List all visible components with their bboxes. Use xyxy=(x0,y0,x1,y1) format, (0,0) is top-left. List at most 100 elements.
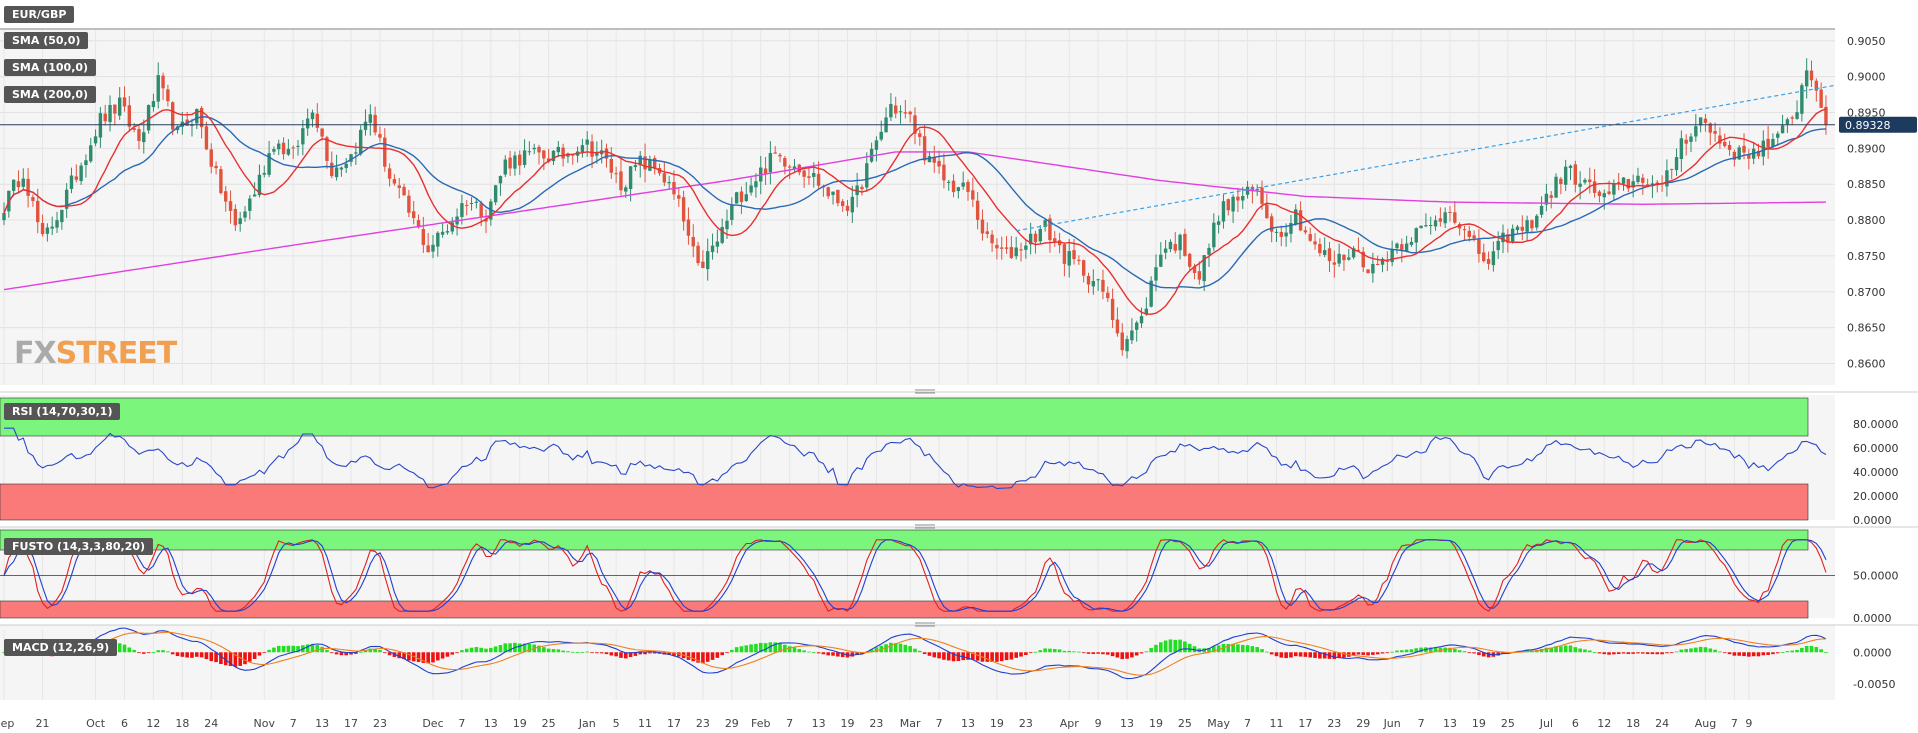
macd-bar xyxy=(137,652,141,654)
macd-bar xyxy=(821,652,826,655)
macd-bar xyxy=(850,652,855,657)
macd-label[interactable]: MACD (12,26,9) xyxy=(4,639,118,656)
macd-bar xyxy=(893,643,898,653)
candle-body xyxy=(358,129,363,155)
macd-bar xyxy=(325,649,329,653)
candle-body xyxy=(257,174,262,196)
macd-bar xyxy=(1385,652,1390,654)
candle-body xyxy=(1443,212,1447,224)
macd-bar xyxy=(1337,652,1341,659)
macd-bar xyxy=(725,652,729,654)
sma50-label[interactable]: SMA (50,0) xyxy=(4,32,89,49)
macd-bar xyxy=(797,648,802,653)
price-tick-label: 0.8700 xyxy=(1847,286,1886,299)
macd-bar xyxy=(1554,646,1558,653)
candle-body xyxy=(60,209,64,223)
macd-bar xyxy=(185,652,189,658)
candle-body xyxy=(209,149,213,167)
macd-bar xyxy=(1414,648,1419,653)
candle-body xyxy=(1188,253,1192,267)
sma200-label[interactable]: SMA (200,0) xyxy=(4,86,97,103)
candle-body xyxy=(11,179,16,191)
candle-body xyxy=(445,231,450,233)
candle-body xyxy=(624,187,628,192)
x-tick-label: 23 xyxy=(1327,717,1341,730)
candle-body xyxy=(518,154,522,166)
candle-body xyxy=(633,165,638,168)
candle-body xyxy=(1462,229,1467,231)
x-tick-label: 7 xyxy=(786,717,793,730)
macd-bar xyxy=(1154,644,1158,653)
macd-bar xyxy=(1592,652,1597,653)
macd-bar xyxy=(195,652,199,657)
macd-bar xyxy=(619,652,623,658)
candle-body xyxy=(1742,145,1746,153)
candle-body xyxy=(1135,322,1139,330)
rsi-line xyxy=(4,427,1827,490)
macd-bar xyxy=(320,646,324,653)
candle-body xyxy=(1698,117,1703,126)
x-tick-label: 9 xyxy=(1745,717,1752,730)
macd-bar xyxy=(860,652,864,655)
macd-bar xyxy=(609,652,614,656)
macd-bar xyxy=(199,652,204,658)
candle-body xyxy=(1597,191,1602,196)
macd-bar xyxy=(156,650,161,653)
candle-body xyxy=(1178,234,1182,251)
macd-bar xyxy=(1303,652,1308,657)
candle-body xyxy=(103,113,107,122)
candle-body xyxy=(436,232,440,247)
macd-bar xyxy=(1713,649,1717,653)
x-tick-label: Jul xyxy=(1539,717,1553,730)
sma100-label[interactable]: SMA (100,0) xyxy=(4,59,97,76)
macd-bar xyxy=(354,652,358,654)
price-tick-label: 0.8950 xyxy=(1847,106,1886,119)
macd-bar xyxy=(1240,644,1245,653)
macd-bar xyxy=(1313,652,1317,658)
candle-body xyxy=(45,227,50,234)
candle-body xyxy=(412,211,416,219)
macd-bar xyxy=(416,652,421,662)
rsi-label[interactable]: RSI (14,70,30,1) xyxy=(4,403,121,420)
price-tick-label: 0.8900 xyxy=(1847,142,1886,155)
macd-bar xyxy=(378,650,382,653)
macd-bar xyxy=(599,652,604,654)
macd-bar xyxy=(1269,652,1274,655)
macd-bar xyxy=(527,644,532,653)
candle-body xyxy=(1125,339,1129,352)
candle-body xyxy=(40,222,45,235)
macd-bar xyxy=(551,649,556,653)
x-tick-label: 25 xyxy=(1178,717,1192,730)
candle-body xyxy=(325,137,329,161)
candle-body xyxy=(397,185,401,189)
candle-body xyxy=(653,158,657,169)
macd-bar xyxy=(508,643,512,653)
macd-bar xyxy=(1703,647,1708,653)
candle-body xyxy=(310,112,315,120)
candle-body xyxy=(1400,244,1404,250)
candle-body xyxy=(619,171,623,191)
macd-bar xyxy=(460,650,464,653)
candle-body xyxy=(1043,220,1047,227)
macd-bar xyxy=(590,652,594,654)
macd-bar xyxy=(1014,652,1018,658)
macd-bar xyxy=(628,652,633,658)
fxstreet-logo: FXSTREET xyxy=(14,336,177,371)
candle-body xyxy=(551,150,556,162)
macd-bar xyxy=(1737,652,1741,656)
candle-body xyxy=(937,160,941,167)
symbol-label[interactable]: EUR/GBP xyxy=(4,6,75,23)
fusto-label[interactable]: FUSTO (14,3,3,80,20) xyxy=(4,538,154,555)
candle-body xyxy=(1689,136,1693,142)
macd-bar xyxy=(701,652,705,664)
candle-body xyxy=(21,178,25,187)
macd-bar xyxy=(1019,652,1023,657)
candle-body xyxy=(850,196,855,213)
macd-signal-line xyxy=(3,631,1826,676)
macd-bar xyxy=(1587,650,1592,653)
macd-bar xyxy=(132,649,136,653)
candle-body xyxy=(1260,187,1264,204)
macd-bar xyxy=(503,643,508,653)
macd-bar xyxy=(479,647,483,653)
x-tick-label: 23 xyxy=(373,717,387,730)
